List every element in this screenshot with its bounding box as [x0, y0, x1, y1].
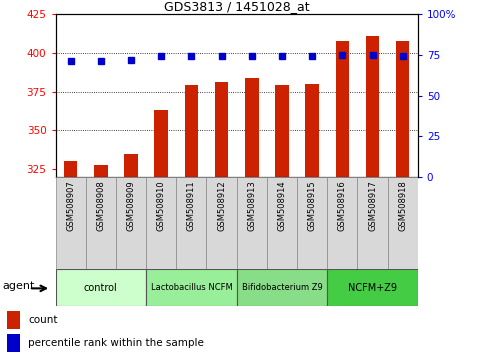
Text: GSM508907: GSM508907 [66, 181, 75, 232]
Bar [327, 177, 357, 269]
Text: GSM508911: GSM508911 [187, 181, 196, 231]
Bar [7, 334, 20, 352]
Bar [7, 311, 20, 329]
Text: count: count [28, 315, 58, 325]
Text: Bifidobacterium Z9: Bifidobacterium Z9 [242, 283, 322, 292]
Text: GSM508908: GSM508908 [96, 181, 105, 232]
Bar [86, 177, 116, 269]
Bar [146, 269, 237, 306]
Text: GSM508912: GSM508912 [217, 181, 226, 231]
Bar [245, 78, 258, 177]
Title: GDS3813 / 1451028_at: GDS3813 / 1451028_at [164, 0, 310, 13]
Bar [366, 36, 379, 177]
Bar [207, 177, 237, 269]
Bar [237, 177, 267, 269]
Bar [155, 110, 168, 177]
Bar [116, 177, 146, 269]
Bar [336, 40, 349, 177]
Bar [305, 84, 319, 177]
Bar [237, 269, 327, 306]
Bar [94, 165, 108, 177]
Text: Lactobacillus NCFM: Lactobacillus NCFM [151, 283, 232, 292]
Bar [185, 86, 198, 177]
Text: agent: agent [3, 281, 35, 291]
Text: GSM508916: GSM508916 [338, 181, 347, 232]
Bar [56, 269, 146, 306]
Text: GSM508910: GSM508910 [156, 181, 166, 231]
Bar [275, 86, 289, 177]
Bar [215, 82, 228, 177]
Text: GSM508915: GSM508915 [308, 181, 317, 231]
Text: GSM508913: GSM508913 [247, 181, 256, 232]
Bar [267, 177, 297, 269]
Text: NCFM+Z9: NCFM+Z9 [348, 282, 397, 293]
Text: percentile rank within the sample: percentile rank within the sample [28, 338, 204, 348]
Bar [327, 269, 418, 306]
Bar [357, 177, 388, 269]
Bar [146, 177, 176, 269]
Bar [176, 177, 207, 269]
Text: GSM508917: GSM508917 [368, 181, 377, 232]
Bar [64, 161, 77, 177]
Bar [388, 177, 418, 269]
Text: GSM508914: GSM508914 [277, 181, 286, 231]
Bar [124, 154, 138, 177]
Bar [396, 40, 410, 177]
Text: control: control [84, 282, 118, 293]
Bar [56, 177, 86, 269]
Bar [297, 177, 327, 269]
Text: GSM508909: GSM508909 [127, 181, 136, 231]
Text: GSM508918: GSM508918 [398, 181, 407, 232]
